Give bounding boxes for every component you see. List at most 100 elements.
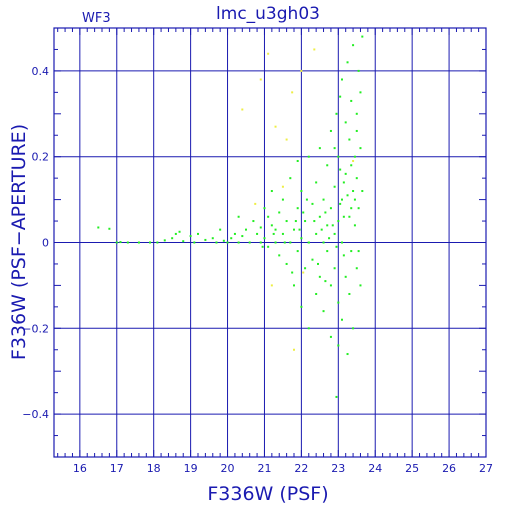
point-s0-86 [337, 301, 340, 304]
x-tick-label-1: 17 [110, 462, 124, 475]
point-s0-90 [341, 241, 343, 244]
point-s0-33 [263, 237, 266, 240]
x-axis-title: F336W (PSF) [207, 483, 328, 505]
point-s0-121 [320, 228, 323, 231]
point-s0-57 [304, 220, 307, 223]
point-s0-25 [237, 241, 240, 244]
point-s0-36 [267, 245, 270, 248]
point-s0-115 [359, 147, 362, 150]
point-s1-0 [241, 108, 244, 111]
data-points [97, 35, 364, 398]
x-tick-label-3: 19 [184, 462, 198, 475]
point-s0-67 [318, 215, 321, 218]
x-tick-labels: 16 17 18 19 20 21 22 23 24 25 26 27 [73, 462, 493, 475]
point-s0-1 [108, 227, 111, 230]
point-s0-64 [315, 181, 318, 184]
point-s0-72 [322, 310, 325, 313]
point-s0-24 [237, 215, 240, 218]
point-s0-144 [333, 147, 336, 150]
point-s0-63 [311, 258, 314, 261]
point-s0-113 [357, 69, 360, 72]
point-s0-52 [296, 250, 299, 253]
point-s0-23 [233, 232, 236, 235]
point-s0-0 [97, 226, 100, 229]
point-s0-120 [313, 220, 316, 223]
point-s0-61 [307, 327, 310, 330]
point-s0-116 [359, 284, 362, 287]
x-tick-label-7: 23 [331, 462, 345, 475]
point-s0-85 [337, 220, 340, 223]
point-s0-117 [361, 35, 364, 38]
point-s0-142 [305, 198, 308, 201]
point-s0-83 [335, 112, 338, 115]
point-s0-146 [355, 129, 358, 132]
point-s1-8 [302, 271, 305, 274]
chart-title: lmc_u3gh03 [216, 4, 320, 24]
point-s0-16 [204, 238, 207, 241]
point-s0-20 [222, 239, 225, 242]
point-s0-69 [318, 147, 321, 150]
point-s0-3 [119, 241, 122, 244]
point-s0-102 [348, 138, 351, 141]
point-s0-127 [346, 194, 349, 197]
point-s1-1 [259, 78, 262, 81]
point-s0-14 [193, 241, 196, 244]
point-s0-111 [355, 267, 358, 270]
point-s0-43 [281, 232, 284, 235]
point-s1-13 [270, 284, 273, 287]
point-s0-48 [289, 177, 292, 180]
point-s0-58 [304, 267, 307, 270]
point-s0-42 [278, 254, 281, 257]
point-s0-135 [335, 245, 338, 248]
point-s0-107 [352, 44, 355, 47]
point-s0-82 [333, 267, 336, 270]
point-s0-97 [344, 121, 347, 124]
point-s0-105 [352, 190, 355, 193]
grid-lines [54, 28, 486, 457]
point-s0-75 [326, 164, 329, 167]
point-s0-119 [307, 241, 310, 244]
point-s0-92 [341, 318, 343, 321]
point-s0-139 [272, 232, 275, 235]
point-s0-74 [326, 250, 329, 253]
point-s0-2 [115, 241, 118, 244]
point-s0-109 [353, 224, 356, 227]
point-s0-70 [322, 241, 325, 244]
point-s0-137 [357, 250, 360, 253]
point-s0-29 [252, 220, 255, 223]
point-s0-18 [215, 241, 218, 244]
point-s0-49 [293, 228, 295, 231]
point-s0-101 [348, 292, 351, 295]
point-s0-6 [149, 241, 151, 244]
point-s1-9 [281, 185, 284, 188]
point-s0-132 [294, 220, 297, 223]
point-s0-103 [350, 99, 353, 102]
point-s0-50 [293, 284, 295, 287]
point-s0-81 [333, 185, 336, 188]
x-tick-label-5: 21 [257, 462, 271, 475]
point-s0-88 [337, 344, 340, 347]
x-tick-label-9: 25 [405, 462, 419, 475]
y-tick-label-1: −0.2 [22, 322, 49, 335]
point-s0-99 [346, 353, 349, 356]
y-tick-labels: −0.4 −0.2 0 0.2 0.4 [22, 65, 49, 421]
point-s0-47 [289, 241, 292, 244]
point-s0-51 [296, 207, 299, 210]
point-s0-10 [174, 232, 177, 235]
point-s0-13 [189, 235, 192, 238]
x-tick-label-6: 22 [294, 462, 308, 475]
point-s0-8 [163, 239, 166, 242]
point-s1-11 [352, 159, 355, 162]
point-s0-93 [341, 78, 343, 81]
point-s0-26 [241, 235, 244, 238]
point-s1-5 [291, 91, 294, 94]
point-s0-39 [274, 241, 277, 244]
point-s0-104 [350, 250, 353, 253]
point-s0-136 [339, 168, 342, 171]
point-s0-19 [219, 228, 222, 231]
point-s0-125 [339, 202, 342, 205]
point-s0-76 [329, 207, 332, 210]
point-s1-7 [300, 69, 303, 72]
point-s0-108 [353, 155, 356, 158]
point-s0-138 [261, 245, 264, 248]
